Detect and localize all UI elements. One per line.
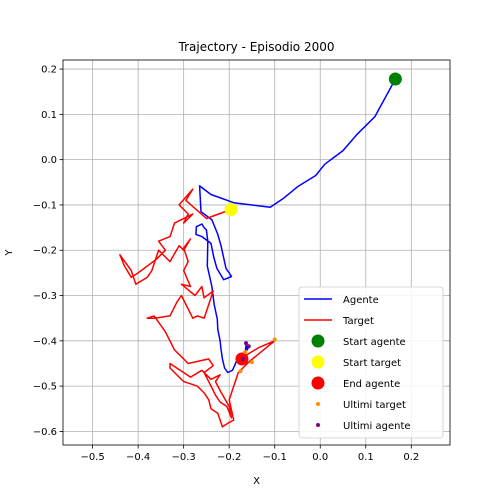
x-tick-label: 0.2	[403, 452, 419, 463]
legend-label-target: Target	[342, 316, 374, 327]
legend-label-ultimi-agente: Ultimi agente	[343, 421, 411, 432]
legend-label-agente: Agente	[343, 295, 379, 306]
point-ultimi-target	[272, 337, 277, 342]
y-axis: −0.6 −0.5 −0.4 −0.3 −0.2 −0.1 0.0 0.1 0.2	[33, 65, 63, 438]
chart-title: Trajectory - Episodio 2000	[178, 40, 335, 54]
series-line-target	[119, 188, 276, 428]
marker-start-target	[224, 202, 238, 216]
point-ultimi-agente	[240, 356, 245, 361]
y-tick-label: −0.3	[33, 291, 57, 302]
series-line-agente	[195, 78, 397, 374]
point-ultimi-agente	[246, 344, 251, 349]
point-ultimi-target	[249, 360, 254, 365]
x-tick-label: −0.2	[217, 452, 241, 463]
x-tick-label: −0.5	[80, 452, 104, 463]
x-tick-label: −0.1	[263, 452, 287, 463]
legend-swatch-start-agente	[311, 334, 325, 348]
x-axis-title: X	[253, 476, 260, 487]
y-tick-label: −0.6	[33, 427, 57, 438]
legend-label-end-agente: End agente	[343, 379, 400, 390]
marker-start-agente	[388, 72, 402, 86]
legend-label-ultimi-target: Ultimi target	[343, 400, 406, 411]
x-tick-label: −0.4	[126, 452, 150, 463]
plot-frame	[62, 59, 451, 446]
y-tick-label: −0.5	[33, 382, 57, 393]
legend-label-start-agente: Start agente	[343, 337, 406, 348]
series-layer	[119, 78, 397, 428]
y-tick-label: −0.2	[33, 246, 57, 257]
y-tick-label: 0.0	[41, 155, 57, 166]
x-axis: −0.5 −0.4 −0.3 −0.2 −0.1 0.0 0.1 0.2	[80, 445, 419, 463]
legend: Agente Target Start agente Start target End …	[298, 286, 444, 439]
y-axis-title: Y	[4, 249, 15, 257]
legend-swatch-ultimi-agente	[316, 423, 320, 427]
marker-layer	[224, 72, 402, 374]
y-tick-label: 0.2	[41, 65, 57, 76]
x-tick-label: −0.3	[172, 452, 196, 463]
legend-swatch-ultimi-target	[316, 402, 320, 406]
point-ultimi-agente	[244, 341, 249, 346]
point-ultimi-target	[243, 350, 248, 355]
y-tick-label: −0.4	[33, 336, 57, 347]
legend-label-start-target: Start target	[343, 358, 401, 369]
legend-swatch-end-agente	[311, 376, 325, 390]
x-tick-label: 0.1	[358, 452, 374, 463]
y-tick-label: −0.1	[33, 200, 57, 211]
y-tick-label: 0.1	[41, 110, 57, 121]
x-tick-label: 0.0	[312, 452, 328, 463]
legend-box	[298, 286, 444, 439]
legend-swatch-start-target	[311, 355, 325, 369]
point-ultimi-target	[238, 369, 243, 374]
